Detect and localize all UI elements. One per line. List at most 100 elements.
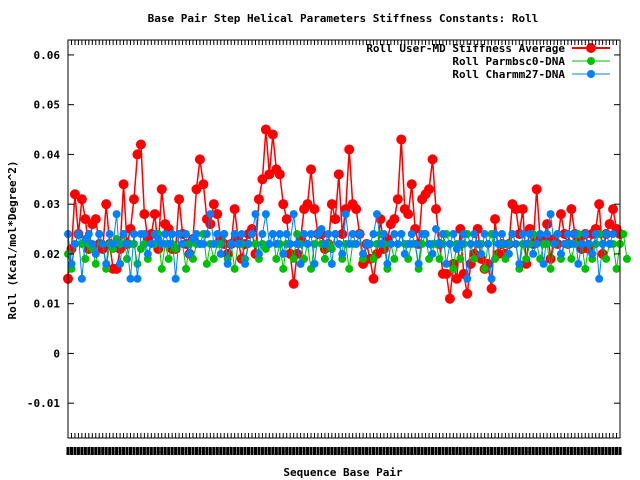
x-tick-label [354, 447, 358, 455]
data-point [147, 239, 156, 248]
x-tick-label [264, 447, 268, 455]
x-tick-label [517, 447, 521, 455]
x-tick-label [444, 447, 448, 455]
data-point [118, 179, 129, 190]
data-point [140, 230, 149, 239]
data-point [366, 239, 375, 248]
data-point [532, 239, 541, 248]
data-point [334, 239, 343, 248]
x-tick-label [528, 447, 532, 455]
data-point [267, 129, 278, 140]
data-point [140, 239, 149, 248]
x-tick-label [552, 447, 556, 455]
data-point [260, 124, 271, 135]
data-point [348, 230, 357, 239]
data-point [543, 239, 552, 248]
data-point [442, 259, 451, 268]
x-tick-label [465, 447, 469, 455]
data-point [296, 259, 305, 268]
y-tick-label: 0.03 [34, 198, 61, 211]
x-tick-label [368, 447, 372, 455]
x-tick-label [569, 447, 573, 455]
x-tick-label [128, 447, 132, 455]
data-point [567, 254, 576, 263]
data-point [84, 230, 93, 239]
data-point [88, 239, 97, 248]
x-tick-label [392, 447, 396, 455]
data-point [251, 210, 260, 219]
data-point [504, 249, 513, 258]
data-point [309, 204, 320, 215]
x-tick-label [253, 447, 257, 455]
data-point [282, 230, 291, 239]
x-tick-label [333, 447, 337, 455]
x-tick-label [229, 447, 233, 455]
data-point [491, 230, 500, 239]
data-point [456, 239, 465, 248]
data-point [581, 230, 590, 239]
data-point [501, 239, 510, 248]
data-point [466, 239, 475, 248]
x-tick-label [222, 447, 226, 455]
data-point [293, 239, 302, 248]
x-tick-label [104, 447, 108, 455]
x-tick-label [587, 447, 591, 455]
data-point [223, 259, 232, 268]
data-point [345, 239, 354, 248]
data-point [306, 164, 317, 175]
x-tick-label [493, 447, 497, 455]
x-tick-label [247, 447, 251, 455]
x-tick-label [503, 447, 507, 455]
x-tick-label [351, 447, 355, 455]
data-point [326, 199, 337, 210]
x-tick-label [267, 447, 271, 455]
x-tick-label [486, 447, 490, 455]
data-point [383, 259, 392, 268]
data-point [105, 230, 114, 239]
data-point [444, 293, 455, 304]
x-tick-label [208, 447, 212, 455]
data-point [286, 239, 295, 248]
data-point [424, 184, 435, 195]
data-point [480, 264, 489, 273]
data-point [192, 230, 201, 239]
data-point [518, 230, 527, 239]
data-point [128, 194, 139, 205]
data-point [368, 273, 379, 284]
data-point [272, 254, 281, 263]
data-point [598, 239, 607, 248]
data-point [359, 249, 368, 258]
data-point [344, 144, 355, 155]
data-point [438, 230, 447, 239]
x-tick-label [594, 447, 598, 455]
data-point [244, 239, 253, 248]
data-point [539, 259, 548, 268]
x-tick-label [396, 447, 400, 455]
x-tick-label [184, 447, 188, 455]
x-tick-label [69, 447, 73, 455]
data-point [293, 230, 302, 239]
data-point [470, 230, 479, 239]
data-point [95, 230, 104, 239]
data-point [230, 230, 239, 239]
data-point [237, 230, 246, 239]
legend-label: Roll Parmbsc0-DNA [452, 55, 565, 68]
data-point [216, 239, 225, 248]
x-tick-label [455, 447, 459, 455]
data-point [212, 209, 223, 220]
data-point [149, 209, 160, 220]
x-tick-label [212, 447, 216, 455]
data-point [161, 230, 170, 239]
data-point [198, 179, 209, 190]
x-tick-label [524, 447, 528, 455]
x-tick-label [139, 447, 143, 455]
x-tick-label [274, 447, 278, 455]
data-point [517, 204, 528, 215]
data-point [542, 219, 553, 230]
data-point [369, 230, 378, 239]
data-point [550, 239, 559, 248]
data-point [90, 214, 101, 225]
x-tick-label [361, 447, 365, 455]
data-point [463, 274, 472, 283]
data-point [133, 274, 142, 283]
